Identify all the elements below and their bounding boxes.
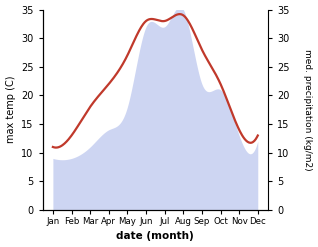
- X-axis label: date (month): date (month): [116, 231, 194, 242]
- Y-axis label: med. precipitation (kg/m2): med. precipitation (kg/m2): [303, 49, 313, 171]
- Y-axis label: max temp (C): max temp (C): [5, 76, 16, 144]
